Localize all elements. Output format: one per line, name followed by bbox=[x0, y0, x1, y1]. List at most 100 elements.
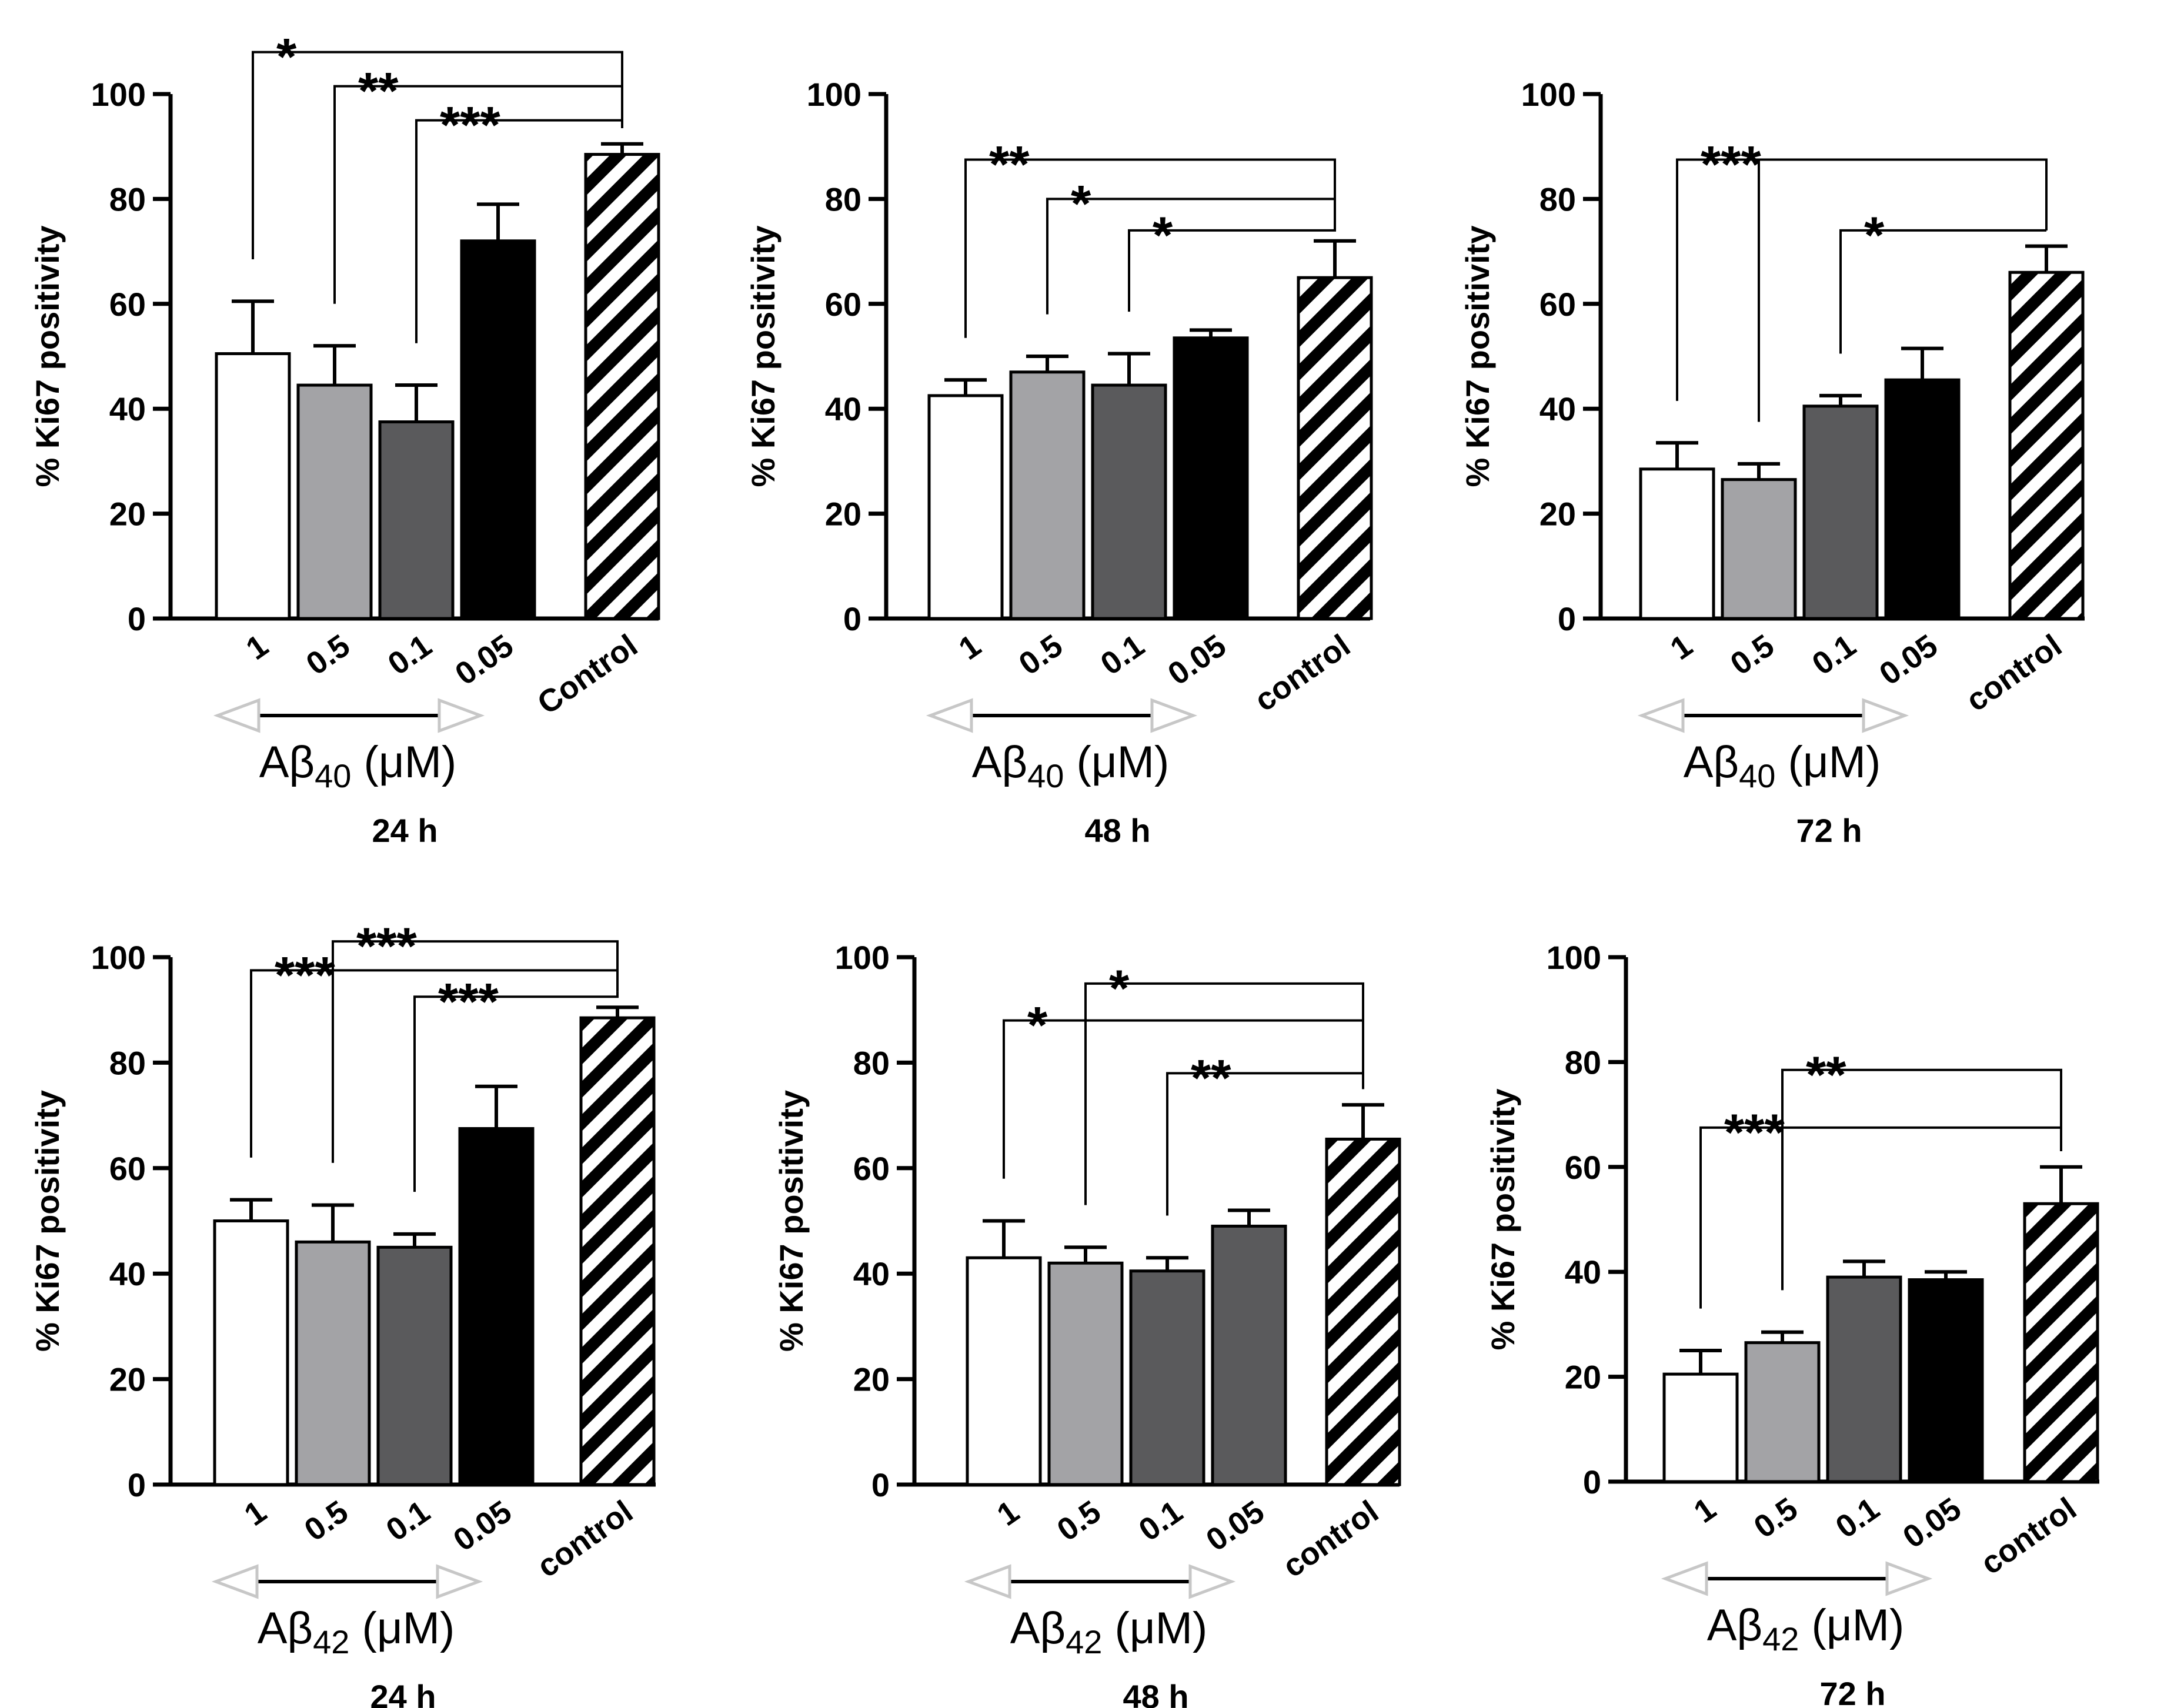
y-tick-label: 80 bbox=[109, 181, 146, 218]
bar-Control bbox=[584, 153, 660, 620]
bar-1 bbox=[1639, 467, 1715, 620]
bar-0.05 bbox=[458, 1127, 535, 1486]
bar-0.1 bbox=[1091, 383, 1167, 620]
significance-stars-0.5: * bbox=[1109, 959, 1130, 1017]
bar-0.05 bbox=[1884, 378, 1961, 620]
y-tick-label: 40 bbox=[109, 1255, 146, 1292]
x-tick-label-1: 1 bbox=[1664, 628, 1699, 667]
y-tick-label: 60 bbox=[853, 1150, 890, 1187]
y-tick-label: 100 bbox=[807, 76, 861, 113]
x-tick-label-control: control bbox=[1248, 628, 1357, 718]
significance-stars-0.1: *** bbox=[440, 96, 500, 154]
significance-bracket-0.1 bbox=[413, 991, 619, 1192]
y-tick-label: 20 bbox=[825, 496, 861, 533]
y-tick-label: 60 bbox=[109, 1150, 146, 1187]
significance-bracket-0.1 bbox=[1166, 1072, 1364, 1216]
y-tick-label: 60 bbox=[1539, 286, 1576, 323]
bar-0.05 bbox=[1211, 1224, 1287, 1486]
y-tick-label: 40 bbox=[109, 390, 146, 427]
dose-arrow-right-head bbox=[1862, 698, 1909, 733]
y-tick-label: 0 bbox=[843, 600, 861, 637]
y-tick-label: 40 bbox=[825, 390, 861, 427]
y-tick-label: 100 bbox=[1547, 939, 1601, 976]
significance-stars-0.5: * bbox=[1071, 174, 1091, 232]
significance-stars-1: * bbox=[276, 28, 297, 86]
bar-1 bbox=[966, 1256, 1042, 1486]
x-tick-label-control: control bbox=[531, 1494, 639, 1585]
x-tick-label-1: 1 bbox=[991, 1494, 1026, 1533]
bar-1 bbox=[213, 1219, 289, 1486]
dose-arrow-left-head bbox=[926, 698, 973, 733]
x-tick-label-0.1: 0.1 bbox=[1806, 628, 1862, 682]
significance-bracket-1 bbox=[1676, 158, 2048, 401]
y-tick-label: 100 bbox=[91, 939, 146, 976]
x-tick-label-0.1: 0.1 bbox=[380, 1494, 436, 1548]
time-label: 24 h bbox=[370, 1678, 436, 1708]
significance-bracket-0.1 bbox=[415, 119, 623, 343]
panel-top-right: 0 20 40 60 80 100 % Ki67 positivity 1 0.5 0.1 0.05… bbox=[1459, 76, 2085, 849]
y-tick-label: 80 bbox=[1565, 1044, 1601, 1081]
y-tick-label: 20 bbox=[109, 496, 146, 533]
panel-bottom-right: 0 20 40 60 80 100 % Ki67 positivity 1 0.5 0.1 0.05… bbox=[1484, 939, 2099, 1708]
y-tick-label: 100 bbox=[91, 76, 146, 113]
panel-top-left: 0 20 40 60 80 100 % Ki67 positivity 1 0.5 0.1 0.05… bbox=[29, 28, 660, 849]
significance-stars-0.1: ** bbox=[1191, 1048, 1231, 1107]
x-tick-label-0.1: 0.1 bbox=[382, 628, 438, 682]
dose-arrow-right-head bbox=[438, 698, 485, 733]
y-tick-label: 0 bbox=[128, 1466, 146, 1503]
y-axis-label: % Ki67 positivity bbox=[1459, 225, 1496, 487]
significance-bracket-0.5 bbox=[333, 85, 623, 304]
x-tick-label-0.5: 0.5 bbox=[1724, 628, 1781, 682]
dose-arrow-right-head bbox=[436, 1564, 483, 1599]
y-axis-label: % Ki67 positivity bbox=[29, 225, 66, 487]
significance-stars-1: *** bbox=[1724, 1103, 1785, 1161]
x-tick-label-0.5: 0.5 bbox=[1013, 628, 1069, 682]
significance-bracket-1 bbox=[250, 969, 619, 1158]
dose-arrow-left-head bbox=[1637, 698, 1685, 733]
bar-control bbox=[2023, 1202, 2099, 1483]
time-label: 48 h bbox=[1084, 812, 1150, 849]
y-tick-label: 60 bbox=[825, 286, 861, 323]
y-tick-label: 20 bbox=[1565, 1359, 1601, 1396]
x-tick-label-0.1: 0.1 bbox=[1094, 628, 1151, 682]
y-tick-label: 40 bbox=[1539, 390, 1576, 427]
significance-stars-1: ** bbox=[989, 135, 1030, 193]
x-tick-label-0.5: 0.5 bbox=[298, 1494, 355, 1548]
y-tick-label: 80 bbox=[853, 1044, 890, 1081]
bar-0.5 bbox=[296, 383, 373, 620]
x-tick-label-0.1: 0.1 bbox=[1133, 1494, 1189, 1548]
y-tick-label: 20 bbox=[1539, 496, 1576, 533]
significance-bracket-0.5 bbox=[332, 940, 619, 1163]
panel-top-middle: 0 20 40 60 80 100 % Ki67 positivity 1 0.5 0.1 0.05… bbox=[744, 76, 1373, 849]
significance-stars-0.5: ** bbox=[1806, 1045, 1846, 1104]
y-tick-label: 40 bbox=[1565, 1254, 1601, 1291]
y-tick-label: 80 bbox=[109, 1044, 146, 1081]
y-tick-label: 60 bbox=[1565, 1149, 1601, 1186]
x-tick-label-0.05: 0.05 bbox=[449, 628, 520, 692]
x-tick-label-0.05: 0.05 bbox=[447, 1494, 518, 1558]
significance-bracket-0.1 bbox=[1839, 229, 2046, 354]
significance-stars-0.5: *** bbox=[356, 917, 417, 975]
significance-bracket-1 bbox=[964, 158, 1336, 338]
dose-group-label: Aβ42 (μM) bbox=[258, 1603, 455, 1660]
x-tick-label-0.05: 0.05 bbox=[1896, 1491, 1968, 1555]
bar-0.05 bbox=[460, 239, 536, 620]
y-tick-label: 100 bbox=[835, 939, 890, 976]
y-tick-label: 60 bbox=[109, 286, 146, 323]
time-label: 72 h bbox=[1796, 812, 1862, 849]
time-label: 24 h bbox=[372, 812, 438, 849]
y-tick-label: 0 bbox=[1583, 1463, 1601, 1500]
significance-stars-1: * bbox=[1027, 996, 1048, 1054]
bar-control bbox=[579, 1016, 656, 1486]
bar-control bbox=[2008, 270, 2085, 620]
significance-stars-1: *** bbox=[1701, 135, 1761, 193]
y-tick-label: 20 bbox=[853, 1361, 890, 1398]
bar-0.05 bbox=[1173, 336, 1249, 620]
x-tick-label-1: 1 bbox=[953, 628, 987, 667]
significance-bracket-0.1 bbox=[1128, 225, 1336, 312]
bar-0.1 bbox=[1802, 405, 1879, 620]
dose-arrow-left-head bbox=[964, 1564, 1011, 1599]
significance-bracket-1 bbox=[1699, 1126, 2062, 1309]
dose-arrow-right-head bbox=[1885, 1561, 1933, 1596]
bar-0.5 bbox=[1744, 1341, 1821, 1483]
